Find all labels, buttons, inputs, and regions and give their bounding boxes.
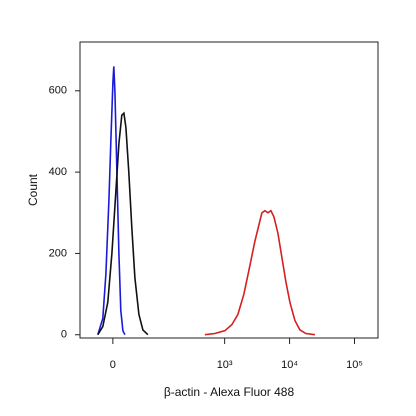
y-axis-label: Count (26, 173, 40, 206)
y-tick-label: 400 (49, 166, 67, 178)
y-tick-label: 0 (61, 329, 67, 341)
x-tick-label: 10³ (217, 359, 233, 371)
histogram-line (97, 66, 126, 336)
histogram-line (97, 111, 149, 336)
x-axis-label: β-actin - Alexa Fluor 488 (164, 385, 295, 399)
y-tick-label: 600 (49, 85, 67, 97)
plot-frame (79, 41, 379, 339)
x-tick-label: 10⁵ (346, 359, 363, 371)
y-tick-label: 200 (49, 247, 67, 259)
x-tick-label: 0 (110, 359, 116, 371)
x-tick-label: 10⁴ (281, 359, 298, 371)
histogram-line (204, 209, 316, 336)
